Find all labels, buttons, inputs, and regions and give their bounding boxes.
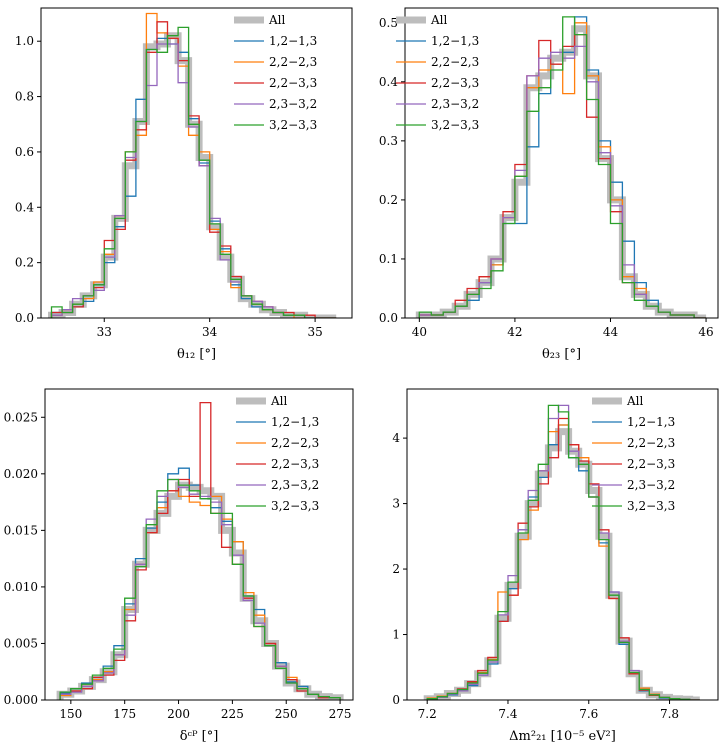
y-tick-label: 0.000	[4, 693, 38, 707]
x-tick-label: 7.4	[498, 707, 517, 721]
y-tick-label: 1	[392, 628, 400, 642]
y-tick-label: 0.2	[379, 193, 398, 207]
legend-label: 2,2−2,3	[431, 55, 479, 69]
legend-label: 3,2−3,3	[431, 118, 479, 132]
y-tick-label: 0.0	[15, 311, 34, 325]
histogram-series-0	[56, 481, 344, 700]
panel-3: 150 175 200 225 250 275 0.000 0.005 0.010 0.015 0.…	[4, 388, 354, 744]
x-tick-label: 200	[167, 707, 190, 721]
legend: All 1,2−1,3 2,2−2,3 2,2−3,3 2,3−3,2 3,2−3,3	[592, 394, 675, 513]
y-tick-label: 0.1	[379, 252, 398, 266]
x-axis-label: Δm²₂₁ [10⁻⁵ eV²]	[509, 729, 616, 744]
x-tick-label: 275	[329, 707, 352, 721]
panel-4: 7.2 7.4 7.6 7.8 0 1 2 3 4 Δm²₂₁ [10⁻⁵ eV²] All 1,2−…	[392, 388, 719, 744]
legend-label: 2,2−2,3	[269, 55, 317, 69]
x-tick-label: 7.8	[660, 707, 679, 721]
y-tick-label: 1.0	[15, 34, 34, 48]
y-tick-label: 0.015	[4, 523, 38, 537]
x-tick-label: 250	[275, 707, 298, 721]
y-tick-label: 2	[392, 562, 400, 576]
x-tick-label: 150	[59, 707, 82, 721]
y-tick-label: 0.025	[4, 410, 38, 424]
y-tick-label: 0	[392, 693, 400, 707]
legend-label: 2,3−3,2	[627, 478, 675, 492]
x-axis-label: θ₁₂ [°]	[177, 347, 216, 362]
legend-label: 2,2−2,3	[627, 436, 675, 450]
legend: All 1,2−1,3 2,2−2,3 2,2−3,3 2,3−3,2 3,2−3,3	[236, 394, 319, 513]
legend-label: 2,2−2,3	[271, 436, 319, 450]
legend-label: 2,2−3,3	[627, 457, 675, 471]
x-tick-label: 42	[507, 325, 522, 339]
panel-1: 33 34 35 0.0 0.2 0.4 0.6 0.8 1.0 θ₁₂ [°] All 1,2−1,…	[15, 7, 353, 362]
x-tick-label: 35	[307, 325, 322, 339]
histogram-series-5	[59, 478, 341, 700]
y-tick-label: 0.020	[4, 467, 38, 481]
panel-2: 40 42 44 46 0.0 0.1 0.2 0.3 0.4 0.5 θ₂₃ [°] All 1,2−…	[379, 7, 719, 362]
y-tick-label: 0.2	[15, 256, 34, 270]
legend-label: All	[270, 394, 288, 408]
legend-label: 2,3−3,2	[269, 97, 317, 111]
x-tick-label: 34	[202, 325, 218, 339]
y-tick-label: 0.5	[379, 16, 398, 30]
y-tick-label: 0.3	[379, 134, 398, 148]
y-tick-label: 4	[392, 431, 400, 445]
axes-frame	[404, 7, 719, 319]
y-tick-label: 0.0	[379, 311, 398, 325]
legend-label: 2,3−3,2	[271, 478, 319, 492]
x-tick-label: 7.6	[579, 707, 598, 721]
plot-area	[415, 16, 707, 318]
legend-label: 3,2−3,3	[627, 499, 675, 513]
x-tick-label: 44	[603, 325, 619, 339]
plot-area	[56, 401, 344, 700]
legend-label: 3,2−3,3	[271, 499, 319, 513]
y-tick-label: 0.4	[379, 75, 398, 89]
legend: All 1,2−1,3 2,2−2,3 2,2−3,3 2,3−3,2 3,2−3,3	[234, 13, 317, 132]
histogram-series-0	[423, 428, 700, 700]
legend: All 1,2−1,3 2,2−2,3 2,2−3,3 2,3−3,2 3,2−3,3	[396, 13, 479, 132]
histogram-series-5	[50, 26, 337, 318]
y-tick-label: 3	[392, 497, 400, 511]
legend-label: All	[430, 13, 448, 27]
x-tick-label: 175	[113, 707, 136, 721]
x-tick-label: 7.2	[418, 707, 437, 721]
y-tick-label: 0.005	[4, 636, 38, 650]
plot-area	[48, 12, 337, 318]
legend-label: 1,2−1,3	[269, 34, 317, 48]
legend-label: All	[268, 13, 286, 27]
histogram-series-5	[418, 16, 707, 318]
axes-frame	[406, 388, 719, 701]
x-tick-label: 40	[412, 325, 427, 339]
axes-frame	[40, 7, 353, 319]
y-tick-label: 0.6	[15, 145, 34, 159]
y-tick-label: 0.010	[4, 580, 38, 594]
legend-label: 3,2−3,3	[269, 118, 317, 132]
legend-label: 1,2−1,3	[627, 415, 675, 429]
x-tick-label: 225	[221, 707, 244, 721]
legend-label: All	[626, 394, 644, 408]
plot-area	[423, 404, 700, 700]
histogram-series-5	[426, 404, 700, 700]
y-tick-label: 0.8	[15, 90, 34, 104]
legend-label: 2,2−3,3	[269, 76, 317, 90]
legend-label: 1,2−1,3	[431, 34, 479, 48]
x-axis-label: δᶜᴾ [°]	[180, 729, 219, 744]
legend-label: 2,2−3,3	[271, 457, 319, 471]
legend-label: 1,2−1,3	[271, 415, 319, 429]
x-axis-label: θ₂₃ [°]	[542, 347, 581, 362]
y-tick-label: 0.4	[15, 200, 34, 214]
legend-label: 2,2−3,3	[431, 76, 479, 90]
x-tick-label: 33	[97, 325, 112, 339]
axes-frame	[44, 388, 354, 701]
legend-label: 2,3−3,2	[431, 97, 479, 111]
x-tick-label: 46	[698, 325, 713, 339]
